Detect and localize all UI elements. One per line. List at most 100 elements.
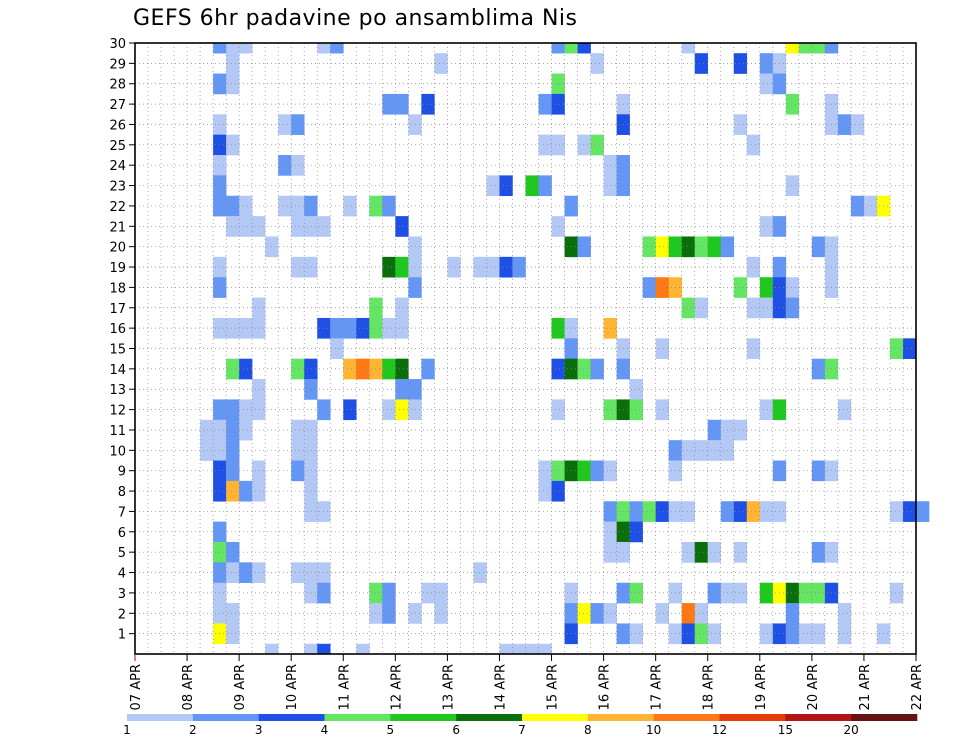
heatmap-cell <box>252 399 266 421</box>
colorbar-label: 15 <box>778 723 793 737</box>
heatmap-cell <box>837 399 852 421</box>
y-tick-label: 2 <box>118 607 126 622</box>
heatmap-cell <box>382 358 396 380</box>
x-tick-label: 07 APR <box>129 664 144 710</box>
heatmap-cell <box>863 195 878 217</box>
heatmap-cell <box>902 501 917 522</box>
heatmap-cell <box>226 216 240 237</box>
heatmap-cell <box>603 317 617 339</box>
heatmap-cell <box>681 440 696 461</box>
heatmap-cell <box>226 603 240 624</box>
heatmap-cell <box>785 297 800 319</box>
heatmap-cell <box>421 93 435 115</box>
heatmap-cell <box>811 623 826 645</box>
heatmap-cell <box>916 501 930 522</box>
colorbar-label: 5 <box>387 723 395 737</box>
heatmap-cell <box>330 43 344 54</box>
heatmap-cell <box>304 419 318 441</box>
y-tick-label: 3 <box>118 587 126 602</box>
heatmap-cell <box>538 643 552 655</box>
y-tick-label: 30 <box>109 37 126 52</box>
heatmap-cell <box>291 358 305 380</box>
heatmap-cell <box>291 440 305 461</box>
heatmap-cell <box>733 277 748 298</box>
heatmap-cell <box>603 399 617 421</box>
heatmap-cell <box>681 297 696 319</box>
y-tick-label: 13 <box>109 383 126 398</box>
colorbar-label: 2 <box>189 723 197 737</box>
heatmap-cell <box>252 379 266 400</box>
heatmap-cell <box>811 236 826 258</box>
heatmap-cell <box>837 603 852 624</box>
heatmap-cell <box>226 134 240 156</box>
heatmap-cell <box>382 93 396 115</box>
heatmap-cell <box>746 297 761 319</box>
heatmap-cell <box>304 195 318 217</box>
y-tick-label: 10 <box>109 444 126 459</box>
x-tick-label: 13 APR <box>441 664 456 710</box>
y-tick-label: 4 <box>118 567 126 582</box>
heatmap-cell <box>733 114 748 135</box>
heatmap-cell <box>291 419 305 441</box>
heatmap-cell <box>681 541 696 563</box>
heatmap-cell <box>304 480 318 502</box>
heatmap-cell <box>629 521 643 543</box>
heatmap-cell <box>551 93 565 115</box>
heatmap-cell <box>304 562 318 584</box>
heatmap-cell <box>434 603 448 624</box>
y-tick-label: 9 <box>118 465 126 480</box>
heatmap-cell <box>356 643 370 655</box>
heatmap-cell <box>330 338 344 359</box>
heatmap-cell <box>421 358 435 380</box>
heatmap-cell <box>577 236 591 258</box>
x-tick-label: 15 APR <box>546 664 561 710</box>
heatmap-cell <box>577 43 591 54</box>
heatmap-cell <box>395 317 409 339</box>
colorbar-label: 4 <box>321 723 329 737</box>
heatmap-cell <box>252 216 266 237</box>
heatmap-cell <box>252 460 266 482</box>
heatmap-cell <box>226 623 240 645</box>
heatmap-cell <box>655 399 669 421</box>
heatmap-cell <box>551 216 565 237</box>
heatmap-cell <box>785 43 800 54</box>
heatmap-cell <box>395 358 409 380</box>
heatmap-cell <box>785 603 800 624</box>
heatmap-cell <box>629 501 643 522</box>
heatmap-cell <box>538 134 552 156</box>
y-tick-label: 17 <box>109 302 126 317</box>
heatmap-cell <box>538 460 552 482</box>
colorbar-label: 7 <box>518 723 526 737</box>
heatmap-cell <box>733 419 748 441</box>
heatmap-cell <box>304 358 318 380</box>
heatmap-cell <box>850 195 865 217</box>
heatmap-cell <box>707 623 722 645</box>
colorbar-segment <box>258 714 325 721</box>
heatmap-cell <box>525 175 539 197</box>
heatmap-cell <box>343 317 357 339</box>
heatmap-cell <box>603 521 617 543</box>
y-tick-label: 1 <box>118 628 126 643</box>
heatmap-cell <box>304 440 318 461</box>
heatmap-cell <box>538 480 552 502</box>
heatmap-cell <box>603 603 617 624</box>
heatmap-cell <box>577 603 591 624</box>
x-tick-label: 08 APR <box>181 664 196 710</box>
heatmap-cell <box>837 114 852 135</box>
heatmap-cell <box>798 43 813 54</box>
heatmap-cell <box>746 338 761 359</box>
heatmap-cell <box>226 195 240 217</box>
heatmap-cell <box>239 195 253 217</box>
y-tick-label: 19 <box>109 261 126 276</box>
heatmap-cell <box>304 460 318 482</box>
heatmap-cell <box>603 501 617 522</box>
heatmap-cell <box>603 175 617 197</box>
heatmap-cell <box>304 582 318 604</box>
x-tick-label: 22 APR <box>910 664 925 710</box>
heatmap-cell <box>291 114 305 135</box>
heatmap-cell <box>304 216 318 237</box>
heatmap-cell <box>707 236 722 258</box>
heatmap-cell <box>304 379 318 400</box>
heatmap-cell <box>395 216 409 237</box>
heatmap-cell <box>395 379 409 400</box>
